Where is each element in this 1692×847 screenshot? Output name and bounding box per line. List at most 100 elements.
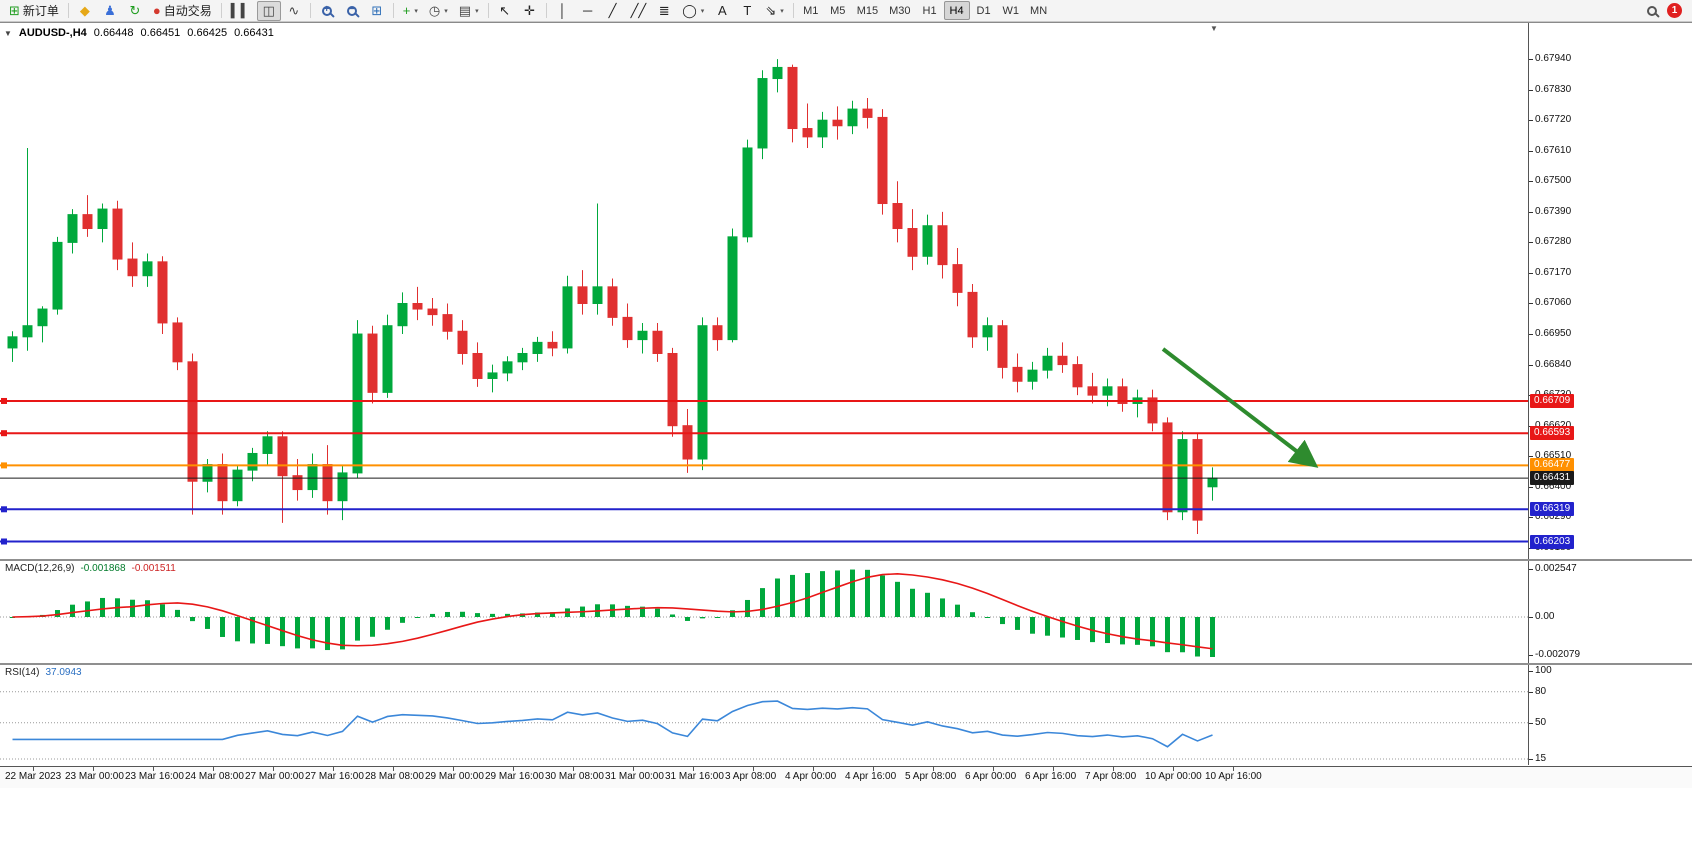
refresh-button[interactable]: ↻ [123, 1, 147, 21]
trendline-button[interactable]: ╱ [601, 1, 625, 21]
candlestick [1073, 356, 1082, 395]
arrows-button[interactable]: ⇘▾ [760, 1, 788, 21]
chart-line-button[interactable]: ∿ [282, 1, 306, 21]
channel-button[interactable]: ╱╱ [626, 1, 652, 21]
date-label: 5 Apr 08:00 [905, 771, 956, 782]
line-handle[interactable] [1, 506, 7, 512]
chart-bars-button[interactable]: ▍▍ [226, 1, 256, 21]
autotrading-button[interactable]: ●自动交易 [148, 1, 217, 21]
tile-windows-icon: ⊞ [371, 4, 382, 17]
templates-button[interactable]: ▤▾ [454, 1, 484, 21]
macd-scale-label: 0.00 [1535, 611, 1554, 622]
timeframe-h4[interactable]: H4 [944, 1, 970, 20]
timeframe-d1[interactable]: D1 [971, 1, 997, 20]
line-handle[interactable] [1, 462, 7, 468]
price-label: 0.67170 [1535, 267, 1571, 278]
candlestick [1103, 378, 1112, 406]
macd-histogram-bar [205, 617, 210, 629]
profile-button[interactable]: ♟ [98, 1, 122, 21]
candlestick [8, 331, 17, 362]
candlestick [263, 431, 272, 464]
one-click-toggle-icon[interactable]: ▼ [4, 29, 12, 38]
price-tick [1529, 273, 1533, 274]
chart-window[interactable]: ▼ AUDUSD-,H4 0.66448 0.66451 0.66425 0.6… [0, 22, 1692, 847]
macd-pane[interactable]: MACD(12,26,9) -0.001868 -0.001511 [0, 561, 1528, 663]
line-handle[interactable] [1, 539, 7, 545]
cursor-button[interactable]: ↖ [493, 1, 517, 21]
timeframe-w1[interactable]: W1 [998, 1, 1025, 20]
price-tick [1529, 59, 1533, 60]
autotrading-icon: ● [153, 4, 161, 17]
date-label: 10 Apr 16:00 [1205, 771, 1262, 782]
zoom-out-button[interactable]: − [340, 1, 364, 21]
candlestick [593, 204, 602, 315]
crosshair-button[interactable]: ✛ [518, 1, 542, 21]
chart-shift-icon[interactable]: ▼ [1210, 24, 1218, 33]
text-button[interactable]: A [710, 1, 734, 21]
open-value: 0.66448 [94, 27, 134, 39]
candlestick [383, 315, 392, 398]
macd-histogram-bar [130, 600, 135, 617]
shapes-icon: ◯ [682, 4, 697, 17]
timeframe-m15[interactable]: M15 [852, 1, 883, 20]
macd-histogram-bar [100, 598, 105, 617]
macd-scale-label: 0.002547 [1535, 563, 1577, 574]
low-value: 0.66425 [187, 27, 227, 39]
candlestick [623, 303, 632, 347]
tile-windows-button[interactable]: ⊞ [365, 1, 389, 21]
candlestick [443, 303, 452, 339]
price-tick [1529, 487, 1533, 488]
cursor-icon: ↖ [499, 4, 510, 17]
timeframe-mn[interactable]: MN [1025, 1, 1052, 20]
candlestick [773, 59, 782, 92]
timeframe-m5[interactable]: M5 [825, 1, 851, 20]
price-scale[interactable]: 0.679400.678300.677200.676100.675000.673… [1529, 23, 1692, 765]
fibonacci-icon: ≣ [659, 4, 670, 17]
macd-histogram-bar [70, 605, 75, 617]
vline-button[interactable]: │ [551, 1, 575, 21]
rsi-scale-label: 50 [1535, 717, 1546, 728]
channel-icon: ╱╱ [631, 4, 647, 17]
zoom-in-button[interactable]: + [315, 1, 339, 21]
chart-candles-button[interactable]: ◫ [257, 1, 281, 21]
toolbar-separator [310, 3, 311, 18]
line-handle[interactable] [1, 430, 7, 436]
metaeditor-button[interactable]: ◆ [73, 1, 97, 21]
fibonacci-button[interactable]: ≣ [652, 1, 676, 21]
time-scale[interactable]: 22 Mar 202323 Mar 00:0023 Mar 16:0024 Ma… [0, 766, 1692, 788]
toolbar-separator [793, 3, 794, 18]
macd-histogram-bar [190, 617, 195, 621]
timeframe-m1[interactable]: M1 [798, 1, 824, 20]
candlestick [1133, 390, 1142, 418]
rsi-pane[interactable]: RSI(14) 37.0943 [0, 665, 1528, 765]
macd-histogram-bar [220, 617, 225, 637]
user-icon: ♟ [104, 4, 116, 17]
timeframe-h1[interactable]: H1 [917, 1, 943, 20]
label-button[interactable]: T [735, 1, 759, 21]
notification-badge[interactable]: 1 [1667, 3, 1682, 18]
clock-icon: ◷ [429, 4, 440, 17]
price-label: 0.66840 [1535, 359, 1571, 370]
candlestick [968, 284, 977, 348]
pane-splitter[interactable] [0, 663, 1692, 665]
macd-scale-label: -0.002079 [1535, 649, 1580, 660]
pane-splitter[interactable] [0, 559, 1692, 561]
shapes-button[interactable]: ◯▾ [677, 1, 709, 21]
candlestick [38, 306, 47, 342]
candlestick [833, 106, 842, 139]
periods-button[interactable]: ◷▾ [424, 1, 453, 21]
indicators-button[interactable]: +▾ [398, 1, 423, 21]
search-icon[interactable] [1647, 6, 1657, 16]
macd-histogram-bar [970, 612, 975, 617]
macd-histogram-bar [175, 610, 180, 617]
line-handle[interactable] [1, 398, 7, 404]
main-chart-pane[interactable]: ▼ AUDUSD-,H4 0.66448 0.66451 0.66425 0.6… [0, 23, 1528, 559]
timeframe-m30[interactable]: M30 [884, 1, 915, 20]
new-order-button[interactable]: ⊞新订单 [4, 1, 64, 21]
date-label: 4 Apr 00:00 [785, 771, 836, 782]
new-chart-icon: + [403, 4, 411, 17]
candlestick [938, 212, 947, 279]
hline-button[interactable]: ─ [576, 1, 600, 21]
candlestick [698, 317, 707, 470]
candlestick-chart[interactable] [0, 23, 1528, 559]
